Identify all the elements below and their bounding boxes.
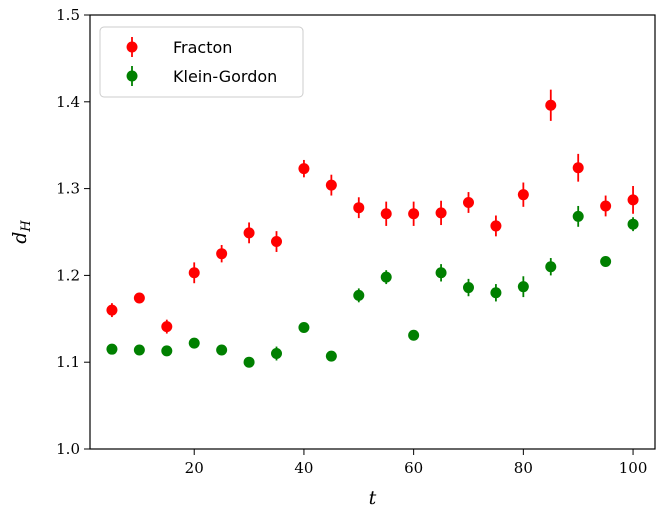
y-tick-label: 1.2 [56,266,80,284]
y-axis-label-subscript: H [19,220,34,233]
data-point [271,348,283,360]
data-point [435,267,447,279]
data-point [353,202,365,214]
data-point [545,99,557,111]
data-point [161,345,173,357]
legend-label: Klein-Gordon [173,67,277,86]
series-fracton [106,89,639,334]
data-point [161,321,173,333]
data-point [298,163,310,175]
data-point [572,162,584,174]
data-point [380,208,392,220]
x-tick-label: 40 [294,459,313,477]
x-tick-label: 80 [514,459,533,477]
data-point [600,256,612,268]
data-point [435,207,447,219]
data-point [490,287,502,299]
data-point [627,194,639,206]
data-point [243,356,255,368]
data-point [271,236,283,248]
legend-label: Fracton [173,38,232,57]
data-point [106,304,118,316]
data-point [106,343,118,355]
legend-marker [126,70,138,82]
axes-frame [89,14,656,450]
data-point [517,281,529,293]
data-point [133,344,145,356]
y-tick-label: 1.0 [56,440,80,458]
legend-marker [126,41,138,53]
y-axis-label-main: d [9,232,31,244]
y-tick-label: 1.1 [56,353,80,371]
data-point [572,210,584,222]
series-klein-gordon [106,205,639,368]
data-point [627,218,639,230]
data-point [188,267,200,279]
axis-ticks: 20 40 60 80 100 1.0 1.1 1.2 1.3 1.4 1.5 [56,6,647,477]
data-point [462,282,474,294]
data-point [380,271,392,283]
data-point [490,220,502,232]
y-axis-label: dH [9,220,34,244]
data-point [462,196,474,208]
x-tick-label: 60 [404,459,423,477]
data-point [353,289,365,301]
y-tick-label: 1.3 [56,180,80,198]
data-point [188,337,200,349]
data-point [298,321,310,333]
data-point [243,227,255,239]
data-point [408,208,420,220]
data-point [408,329,420,341]
data-point [216,248,228,260]
x-tick-label: 100 [619,459,648,477]
x-tick-label: 20 [185,459,204,477]
y-tick-label: 1.5 [56,6,80,24]
legend-box [99,26,304,98]
data-point [545,261,557,273]
x-axis-label: t [369,487,377,509]
plot-area [106,89,639,368]
data-point [133,292,145,304]
legend: Fracton Klein-Gordon [99,26,304,98]
y-tick-label: 1.4 [56,93,80,111]
data-point [325,350,337,362]
data-point [517,189,529,201]
data-point [600,200,612,212]
data-point [216,344,228,356]
data-point [325,179,337,191]
